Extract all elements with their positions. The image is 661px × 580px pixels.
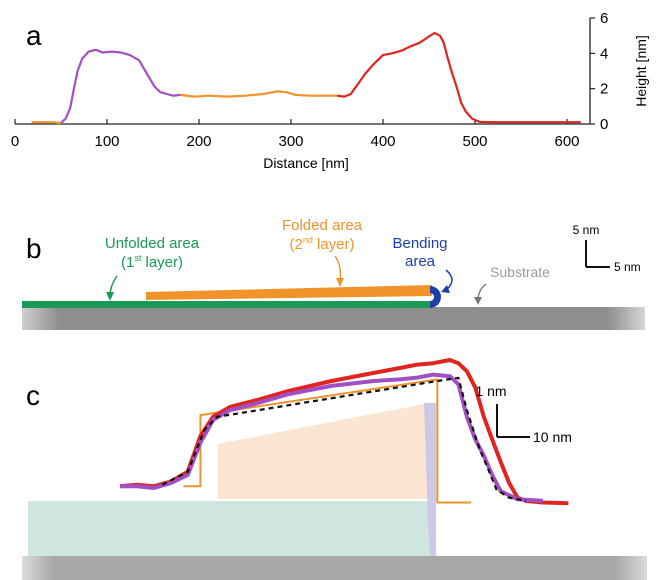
substrate-block	[22, 307, 645, 330]
y-axis-label: Height [nm]	[633, 35, 649, 107]
y-tick-label: 4	[600, 45, 608, 62]
folded-arrowhead	[336, 278, 344, 287]
series-line-orange	[180, 90, 337, 98]
bending-label-line2: area	[405, 253, 436, 270]
series-line-orange	[31, 121, 62, 125]
scale-bar-v-label: 5 nm	[573, 223, 600, 237]
panel-label-a: a	[26, 20, 42, 51]
y-tick-label: 6	[600, 10, 608, 27]
folded-layer	[146, 285, 432, 300]
panel-label-b: b	[26, 233, 42, 264]
unfolded-arrowhead	[106, 292, 114, 301]
series-line-red	[336, 31, 581, 124]
bending-label-line1: Bending	[392, 235, 447, 252]
trace-purple	[120, 372, 544, 503]
folded-arrow	[334, 255, 342, 282]
x-tick-label: 100	[94, 133, 119, 150]
y-tick-label: 2	[600, 81, 608, 98]
scale-bar-h-label-c: 10 nm	[533, 429, 572, 445]
bending-arrowhead	[441, 285, 450, 293]
scale-bar-v-label-c: 1 nm	[475, 383, 506, 399]
panel-label-c: c	[26, 380, 40, 411]
substrate-label: Substrate	[490, 264, 550, 280]
x-tick-label: 300	[278, 133, 303, 150]
x-tick-label: 600	[554, 133, 579, 150]
bending-fill	[424, 403, 436, 556]
x-tick-label: 400	[370, 133, 395, 150]
unfolded-layer	[22, 301, 432, 308]
bending-arc	[430, 286, 441, 308]
y-axis-ticks: 0 2 4 6	[590, 10, 608, 133]
second-layer-fill	[218, 403, 429, 499]
x-tick-label: 200	[186, 133, 211, 150]
folded-label-line2: (2nd layer)	[289, 235, 354, 253]
scale-bar-h-label: 5 nm	[614, 260, 641, 274]
y-tick-label: 0	[600, 116, 608, 133]
unfolded-label-line1: Unfolded area	[105, 235, 200, 252]
x-axis-label: Distance [nm]	[263, 155, 349, 171]
series-line-purple	[60, 48, 181, 124]
x-axis-ticks: 0 100 200 300 400 500 600	[11, 119, 580, 150]
series-group-c	[119, 358, 569, 506]
first-layer-fill	[28, 501, 430, 556]
substrate-arrowhead	[474, 297, 482, 305]
substrate-block-c	[22, 556, 647, 580]
panel-c: c 1 nm 10 nm	[22, 358, 647, 580]
panel-a: a 0 100 200 300 400 500 600 0 2 4 6 Distance [nm]…	[11, 10, 649, 171]
trace-black_dashed	[161, 376, 527, 502]
folded-label-line1: Folded area	[282, 217, 363, 234]
series-group	[31, 31, 581, 125]
unfolded-label-line2: (1st layer)	[121, 253, 183, 271]
x-tick-label: 500	[462, 133, 487, 150]
panel-b: b Unfolded area (1st layer) Folded area …	[22, 217, 645, 330]
trace-orange_step	[183, 378, 472, 504]
x-tick-label: 0	[11, 133, 19, 150]
